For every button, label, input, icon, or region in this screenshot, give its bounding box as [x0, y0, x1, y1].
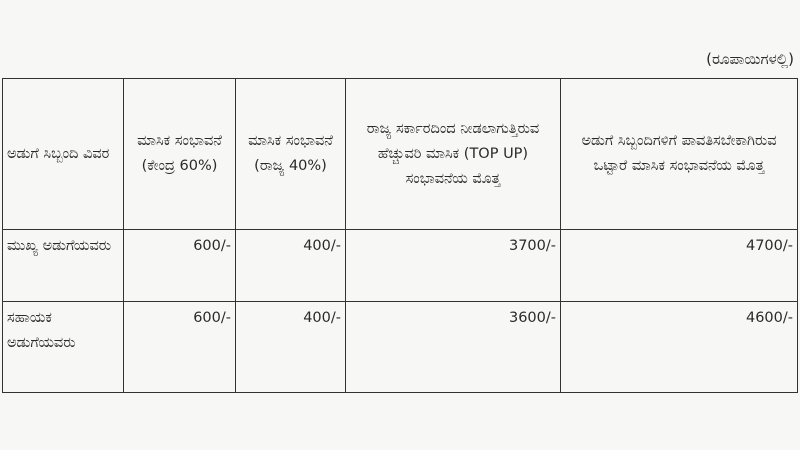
table-cell: 400/-	[235, 301, 346, 393]
table-cell: 3700/-	[345, 229, 561, 302]
table-cell: 600/-	[123, 229, 236, 302]
header-cell: ರಾಜ್ಯ ಸರ್ಕಾರದಿಂದ ನೀಡಲಾಗುತ್ತಿರುವ ಹೆಚ್ಚುವರ…	[345, 78, 561, 230]
header-cell: ಅಡುಗೆ ಸಿಬ್ಬಂದಿ ವಿವರ	[2, 78, 124, 230]
table-cell: 4700/-	[560, 229, 798, 302]
header-cell: ಮಾಸಿಕ ಸಂಭಾವನೆ (ರಾಜ್ಯ 40%)	[235, 78, 346, 230]
table-cell: 3600/-	[345, 301, 561, 393]
honorarium-table: ಅಡುಗೆ ಸಿಬ್ಬಂದಿ ವಿವರ ಮಾಸಿಕ ಸಂಭಾವನೆ (ಕೇಂದ್…	[2, 78, 798, 393]
table-cell: 400/-	[235, 229, 346, 302]
header-cell: ಮಾಸಿಕ ಸಂಭಾವನೆ (ಕೇಂದ್ರ 60%)	[123, 78, 236, 230]
table-cell: 4600/-	[560, 301, 798, 393]
table-header-row: ಅಡುಗೆ ಸಿಬ್ಬಂದಿ ವಿವರ ಮಾಸಿಕ ಸಂಭಾವನೆ (ಕೇಂದ್…	[2, 78, 798, 230]
table-row: ಸಹಾಯಕ ಅಡುಗೆಯವರು 600/- 400/- 3600/- 4600/…	[2, 301, 798, 393]
unit-note: (ರೂಪಾಯಿಗಳಲ್ಲಿ)	[706, 50, 794, 68]
header-cell: ಅಡುಗೆ ಸಿಬ್ಬಂದಿಗಳಿಗೆ ಪಾವತಿಸಬೇಕಾಗಿರುವ ಒಟ್ಟ…	[560, 78, 798, 230]
row-label: ಸಹಾಯಕ ಅಡುಗೆಯವರು	[2, 301, 124, 393]
row-label: ಮುಖ್ಯ ಅಡುಗೆಯವರು	[2, 229, 124, 302]
table-cell: 600/-	[123, 301, 236, 393]
table-row: ಮುಖ್ಯ ಅಡುಗೆಯವರು 600/- 400/- 3700/- 4700/…	[2, 229, 798, 302]
